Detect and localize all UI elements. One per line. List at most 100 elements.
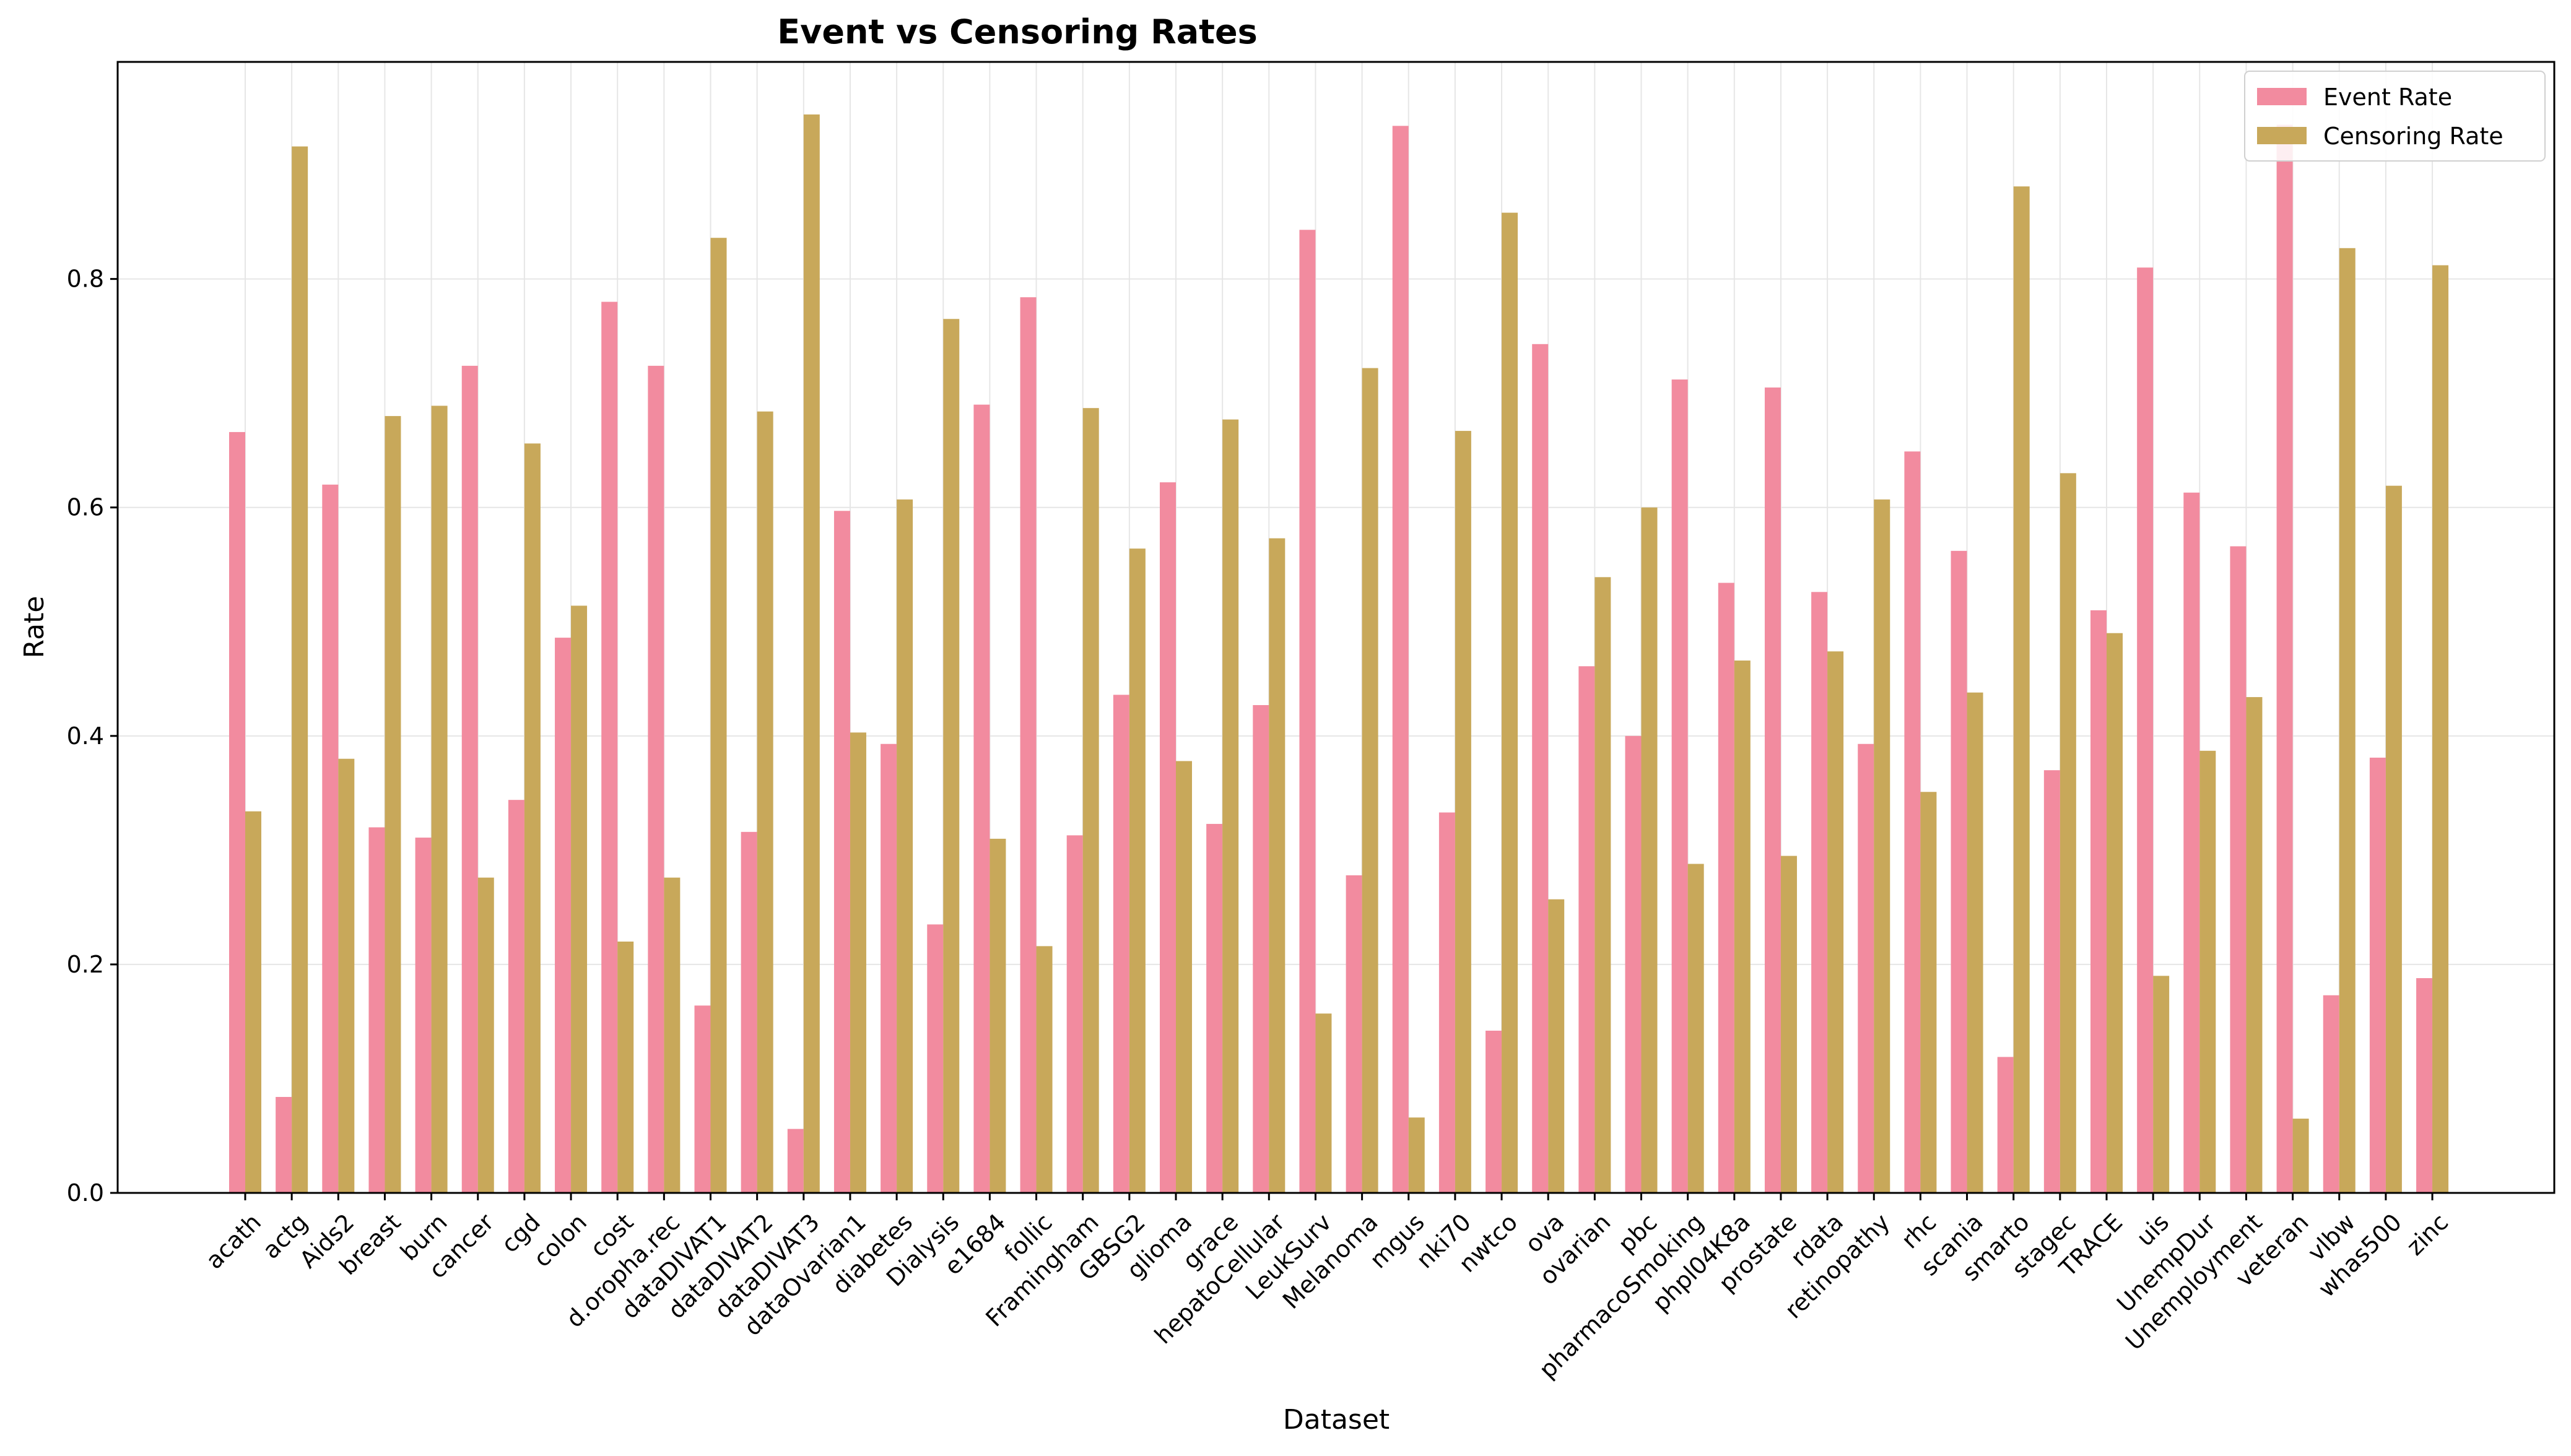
legend-frame	[2244, 71, 2546, 162]
bar-event-rate-follic	[1020, 297, 1037, 1194]
bar-event-rate-ovarian	[1578, 666, 1595, 1193]
y-tick-label: 0.8	[67, 266, 104, 293]
bar-event-rate-burn	[415, 838, 432, 1193]
plot-area-frame	[116, 61, 2556, 1194]
bar-censoring-rate-uis	[2153, 976, 2170, 1193]
bar-censoring-rate-grace	[1222, 419, 1239, 1194]
bar-event-rate-unemployment	[2230, 546, 2247, 1194]
bar-event-rate-rdata	[1811, 592, 1828, 1193]
x-tick-label: colon	[528, 1208, 592, 1272]
bar-event-rate-acath	[229, 431, 245, 1193]
bar-censoring-rate-trace	[2107, 633, 2123, 1193]
bar-censoring-rate-rhc	[1920, 792, 1937, 1193]
bar-event-rate-melanoma	[1346, 875, 1362, 1193]
bar-censoring-rate-ova	[1548, 899, 1565, 1193]
bar-censoring-rate-breast	[385, 416, 401, 1194]
bar-censoring-rate-e1684	[990, 838, 1006, 1193]
y-tick-label: 0.4	[67, 722, 104, 750]
chart-title: Event vs Censoring Rates	[777, 12, 1258, 51]
bar-event-rate-mgus	[1392, 126, 1409, 1193]
bar-event-rate-pharmacosmoking	[1671, 379, 1688, 1193]
bar-censoring-rate-follic	[1036, 946, 1053, 1193]
bar-censoring-rate-pharmacosmoking	[1687, 864, 1704, 1193]
bar-event-rate-scania	[1951, 550, 1967, 1194]
bar-event-rate-hepatocellular	[1253, 704, 1269, 1193]
bar-event-rate-leuksurv	[1299, 230, 1316, 1193]
bar-censoring-rate-phpl04k8a	[1734, 661, 1751, 1193]
bar-censoring-rate-smarto	[2013, 186, 2030, 1193]
bar-censoring-rate-diabetes	[897, 499, 913, 1193]
bar-event-rate-nwtco	[1486, 1030, 1502, 1193]
bar-censoring-rate-glioma	[1176, 761, 1192, 1193]
bar-censoring-rate-retinopathy	[1874, 499, 1890, 1193]
bar-censoring-rate-veteran	[2292, 1119, 2309, 1193]
bar-event-rate-datadivat2	[741, 831, 757, 1193]
legend: Event Rate Censoring Rate	[2244, 71, 2546, 162]
bar-censoring-rate-dataovarian1	[850, 732, 866, 1193]
bar-censoring-rate-scania	[1967, 692, 1983, 1193]
bar-censoring-rate-framingham	[1082, 408, 1099, 1193]
bar-censoring-rate-actg	[292, 146, 308, 1194]
bar-event-rate-zinc	[2416, 978, 2433, 1193]
bar-censoring-rate-dialysis	[943, 319, 960, 1193]
bar-event-rate-phpl04k8a	[1718, 583, 1734, 1193]
y-tick-label: 0.2	[67, 951, 104, 978]
bar-event-rate-dialysis	[927, 924, 944, 1193]
bar-event-rate-datadivat1	[694, 1005, 711, 1193]
bar-censoring-rate-datadivat3	[803, 114, 820, 1194]
bar-event-rate-trace	[2090, 610, 2107, 1193]
bar-censoring-rate-unemployment	[2246, 697, 2263, 1193]
legend-label-event-rate: Event Rate	[2323, 84, 2452, 111]
bar-censoring-rate-d-oropha-rec	[664, 877, 681, 1193]
legend-swatch-event-rate	[2257, 88, 2307, 105]
bar-event-rate-cost	[601, 301, 618, 1194]
bar-event-rate-actg	[276, 1096, 292, 1193]
bar-event-rate-rhc	[1904, 451, 1921, 1193]
bar-event-rate-framingham	[1066, 835, 1083, 1193]
bar-censoring-rate-leuksurv	[1315, 1013, 1332, 1193]
bar-event-rate-cgd	[508, 800, 524, 1193]
bar-censoring-rate-datadivat2	[757, 411, 773, 1193]
bar-censoring-rate-whas500	[2385, 485, 2402, 1194]
bar-censoring-rate-aids2	[338, 758, 355, 1193]
bar-event-rate-grace	[1206, 823, 1223, 1193]
bar-event-rate-diabetes	[881, 743, 897, 1193]
bar-event-rate-gbsg2	[1113, 695, 1129, 1193]
bar-censoring-rate-nki70	[1455, 431, 1471, 1194]
bar-event-rate-vlbw	[2323, 995, 2339, 1193]
bar-censoring-rate-stagec	[2060, 473, 2076, 1193]
bar-censoring-rate-datadivat1	[710, 238, 727, 1194]
bar-censoring-rate-cancer	[477, 877, 494, 1193]
bar-event-rate-veteran	[2276, 124, 2293, 1193]
bar-event-rate-e1684	[973, 404, 990, 1193]
bar-event-rate-cancer	[461, 365, 478, 1194]
y-axis-label: Rate	[19, 596, 50, 659]
bar-censoring-rate-ovarian	[1594, 577, 1611, 1193]
bar-censoring-rate-burn	[431, 405, 448, 1193]
bar-censoring-rate-cost	[617, 942, 634, 1193]
bar-event-rate-smarto	[1997, 1057, 2014, 1193]
bar-event-rate-d-oropha-rec	[648, 365, 664, 1194]
bar-censoring-rate-vlbw	[2339, 248, 2356, 1193]
bar-event-rate-unempdur	[2183, 492, 2200, 1194]
bar-censoring-rate-gbsg2	[1129, 548, 1146, 1194]
bar-event-rate-datadivat3	[787, 1129, 804, 1193]
bar-event-rate-prostate	[1764, 387, 1781, 1193]
bar-event-rate-pbc	[1625, 735, 1642, 1193]
bar-censoring-rate-cgd	[524, 443, 541, 1193]
bars-layer	[229, 114, 2449, 1194]
bar-censoring-rate-prostate	[1780, 856, 1797, 1193]
bar-censoring-rate-hepatocellular	[1269, 538, 1286, 1193]
x-tick-label: zinc	[2401, 1208, 2453, 1260]
bar-censoring-rate-unempdur	[2199, 750, 2216, 1193]
bar-event-rate-stagec	[2043, 770, 2060, 1193]
bar-censoring-rate-nwtco	[1502, 212, 1518, 1194]
bar-event-rate-colon	[555, 638, 572, 1193]
bar-event-rate-nki70	[1438, 812, 1455, 1193]
bar-event-rate-ova	[1532, 344, 1549, 1193]
bar-event-rate-uis	[2137, 267, 2154, 1193]
bar-event-rate-retinopathy	[1858, 743, 1874, 1193]
bar-event-rate-dataovarian1	[833, 511, 850, 1193]
bar-censoring-rate-melanoma	[1362, 368, 1378, 1194]
